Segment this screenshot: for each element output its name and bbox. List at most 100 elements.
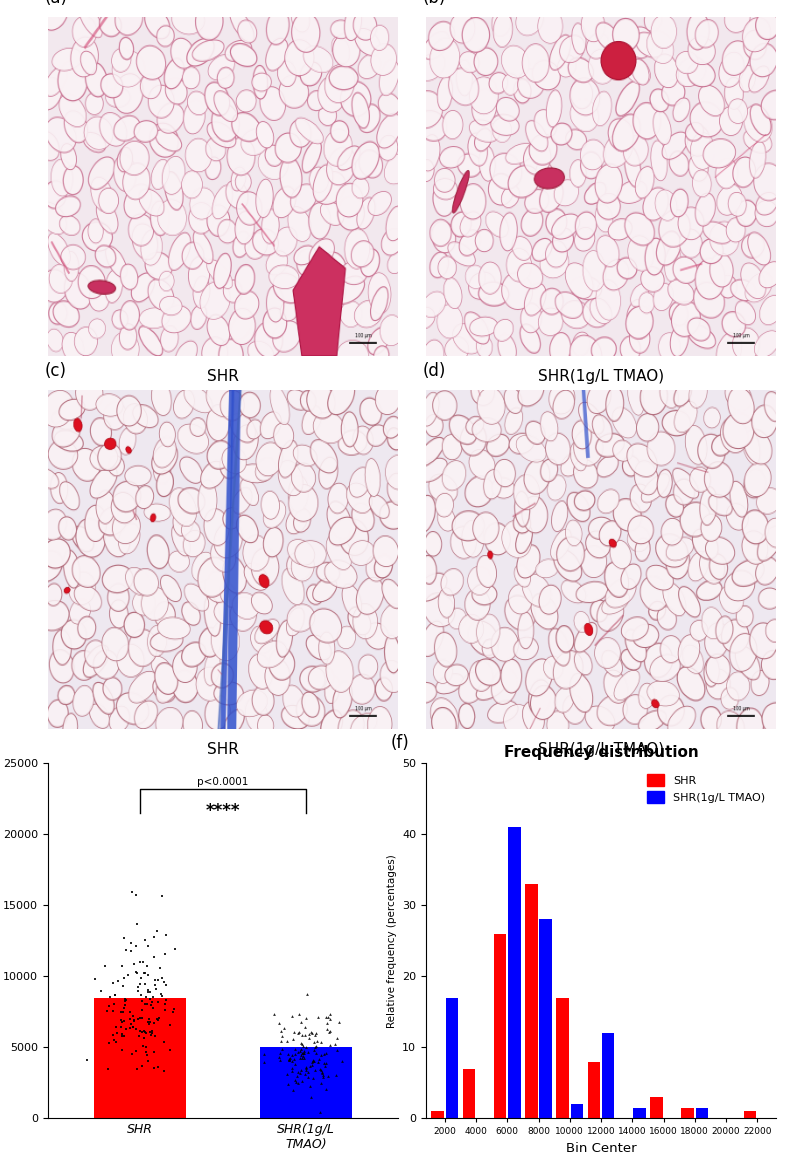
Point	[142, 1010, 155, 1028]
Point	[146, 1022, 158, 1040]
Point	[281, 1064, 294, 1083]
Point	[145, 996, 158, 1015]
Point	[324, 1010, 337, 1028]
Point	[282, 1076, 294, 1094]
Point	[293, 1004, 306, 1023]
Point	[314, 1046, 327, 1064]
Point	[117, 977, 130, 995]
Point	[80, 1050, 93, 1069]
Text: (e): (e)	[0, 734, 1, 753]
Point	[128, 955, 141, 973]
Point	[109, 986, 122, 1004]
Point	[302, 1042, 314, 1061]
Point	[119, 990, 132, 1009]
Point	[143, 989, 156, 1008]
Point	[131, 1009, 144, 1027]
Point	[130, 1020, 142, 1039]
Point	[118, 1000, 130, 1018]
Point	[310, 1043, 322, 1062]
Title: Frequency distribution: Frequency distribution	[504, 746, 698, 761]
Point	[126, 1018, 139, 1037]
Point	[302, 1068, 314, 1086]
Point	[136, 1023, 149, 1041]
Point	[258, 1054, 271, 1072]
Point	[127, 1011, 140, 1030]
Point	[322, 1067, 334, 1085]
Point	[294, 1040, 307, 1058]
Point	[295, 1025, 308, 1043]
Point	[125, 934, 138, 952]
Point	[159, 1001, 172, 1019]
Point	[285, 1046, 298, 1064]
Point	[289, 1045, 302, 1063]
Point	[318, 1045, 330, 1063]
Bar	[94, 997, 186, 1118]
Point	[315, 1063, 328, 1082]
Point	[306, 1053, 318, 1071]
Point	[128, 1011, 141, 1030]
Point	[151, 1010, 164, 1028]
Point	[118, 929, 130, 948]
Point	[273, 1013, 286, 1032]
Point	[287, 1082, 300, 1100]
Point	[103, 997, 116, 1016]
Point	[298, 1026, 311, 1045]
Point	[138, 1028, 151, 1047]
Point	[312, 1008, 325, 1026]
Point	[139, 1042, 152, 1061]
Point	[102, 1033, 115, 1052]
Point	[116, 1027, 129, 1046]
Point	[295, 1034, 308, 1053]
Point	[114, 1010, 127, 1028]
Point	[159, 995, 172, 1013]
Point	[278, 1018, 290, 1037]
Point	[303, 1077, 316, 1095]
Point	[153, 1009, 166, 1027]
Point	[282, 1049, 295, 1068]
Point	[320, 1008, 333, 1026]
Point	[307, 1050, 320, 1069]
Point	[88, 970, 101, 988]
Point	[291, 1042, 304, 1061]
Point	[168, 940, 181, 958]
Point	[119, 989, 132, 1008]
Bar	[570, 1105, 583, 1118]
Point	[313, 1050, 326, 1069]
Point	[152, 971, 165, 989]
Point	[295, 1048, 308, 1067]
Point	[146, 993, 158, 1011]
Point	[115, 957, 128, 975]
Point	[135, 992, 148, 1010]
Point	[329, 1034, 342, 1053]
Point	[140, 988, 153, 1007]
Point	[288, 1049, 301, 1068]
Point	[291, 1063, 304, 1082]
Point	[126, 1045, 138, 1063]
Point	[319, 1054, 332, 1072]
Text: SHR(1g/L TMAO): SHR(1g/L TMAO)	[538, 743, 664, 758]
Bar	[744, 1111, 757, 1118]
Point	[286, 1030, 299, 1048]
Bar	[462, 1069, 475, 1118]
Point	[158, 1062, 170, 1080]
Point	[117, 1002, 130, 1020]
Point	[139, 974, 152, 993]
Point	[116, 1013, 129, 1032]
Point	[323, 1004, 336, 1023]
Point	[288, 1023, 301, 1041]
Point	[275, 1040, 288, 1058]
Text: (a): (a)	[45, 0, 67, 7]
Point	[108, 1031, 121, 1049]
Text: (b): (b)	[422, 0, 446, 7]
Point	[149, 1027, 162, 1046]
Bar	[494, 934, 506, 1118]
Point	[308, 1061, 321, 1079]
Point	[308, 1038, 321, 1056]
Point	[141, 957, 154, 975]
Point	[133, 1026, 146, 1045]
Point	[147, 988, 160, 1007]
Point	[124, 1003, 137, 1022]
Point	[306, 1024, 318, 1042]
Point	[114, 1018, 127, 1037]
Point	[158, 944, 171, 963]
